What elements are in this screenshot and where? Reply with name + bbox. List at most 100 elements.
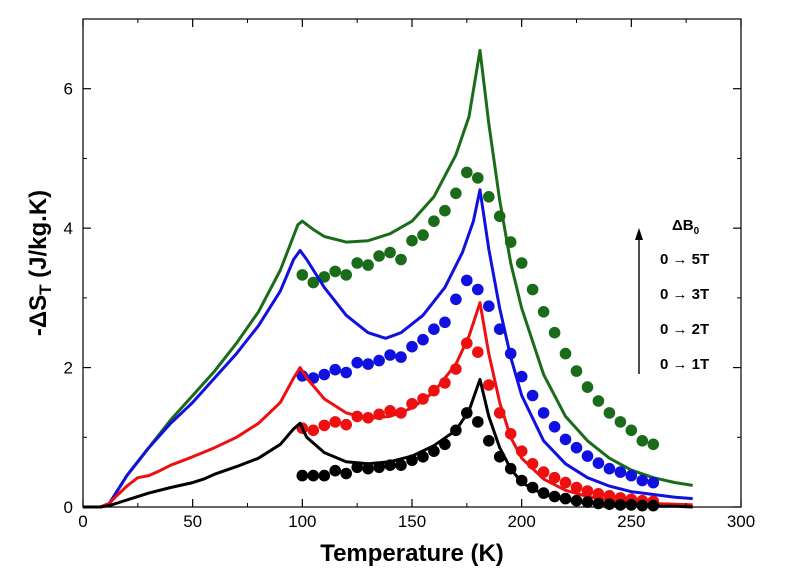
legend-title: ΔB0: [672, 217, 700, 237]
y-tick-label: 0: [64, 498, 73, 517]
series-1-point: [515, 370, 528, 383]
series-0-point: [384, 246, 396, 259]
legend-arrow-head: [635, 228, 643, 240]
series-2-point: [537, 466, 550, 478]
series-2-point: [526, 458, 539, 470]
legend-title-subscript: 0: [694, 226, 700, 237]
series-1-point: [636, 474, 649, 487]
y-axis-title-subscript: T: [36, 284, 55, 295]
series-0-point: [603, 407, 616, 419]
series-3-point: [329, 464, 342, 477]
series-1-point: [318, 368, 331, 381]
series-3-point: [647, 499, 660, 512]
series-2-point: [340, 418, 353, 431]
series-3-point: [526, 481, 539, 494]
series-0-point: [450, 187, 462, 200]
series-2-point: [450, 363, 462, 375]
series-1-point: [570, 441, 583, 454]
series-2-point: [362, 412, 374, 424]
series-0-point: [318, 271, 331, 283]
x-tick-label: 150: [398, 512, 426, 531]
series-0-point: [296, 269, 309, 281]
series-3-point: [373, 461, 385, 474]
legend: ΔB0 0 → 5T 0 → 3T 0 → 2T 0 → 1T: [635, 217, 709, 374]
plot-frame: [82, 18, 742, 508]
series-2-point: [493, 407, 506, 419]
series-2-point: [351, 410, 364, 423]
x-tick-label: 250: [617, 512, 645, 531]
series-1-point: [581, 450, 594, 462]
series-3-point: [603, 498, 616, 511]
series-2-point: [307, 424, 320, 437]
series-1-point: [603, 462, 616, 475]
series-0-point: [483, 191, 495, 203]
series-3-point: [439, 438, 451, 451]
series-1-point: [472, 283, 484, 296]
series-1-point: [625, 469, 638, 482]
series-0-point: [614, 416, 627, 428]
series-1-point: [537, 407, 550, 419]
series-3-point: [428, 445, 440, 458]
series-3-point: [559, 492, 572, 505]
series-0-point: [461, 166, 473, 179]
series-1-point: [493, 323, 506, 336]
series-1-point: [329, 363, 342, 376]
series-1-point: [450, 293, 462, 306]
series-1-point: [614, 466, 627, 478]
legend-title-main: ΔB: [672, 217, 694, 234]
x-tick-label: 0: [78, 512, 87, 531]
series-2-point: [406, 398, 418, 410]
series-1-point: [395, 351, 407, 363]
ticks: 0 50 100 150 200 250 300 0 2 4 6: [64, 18, 755, 531]
x-tick-label: 300: [727, 512, 755, 531]
x-tick-label: 50: [183, 512, 202, 531]
series-0-point: [526, 283, 539, 296]
y-tick-label: 4: [64, 219, 73, 238]
series-1-curve: [83, 188, 693, 509]
legend-label-2t: 0 → 2T: [660, 321, 709, 338]
y-axis-title-main: -ΔS: [25, 295, 52, 336]
series-1-point: [351, 356, 364, 369]
series-0-point: [581, 381, 594, 393]
series-3-point: [351, 461, 364, 474]
series-3: [83, 377, 693, 512]
series-0-curve: [83, 48, 693, 509]
series-0-point: [428, 215, 440, 227]
series-2-point: [373, 408, 385, 421]
series-1-point: [483, 300, 495, 313]
series-3-point: [483, 435, 495, 447]
legend-label-1t: 0 → 1T: [660, 356, 709, 373]
series-layer: [83, 48, 693, 512]
series-1-point: [362, 358, 374, 370]
series-3-point: [472, 416, 484, 428]
series-3-point: [537, 487, 550, 499]
series-0-point: [592, 395, 605, 407]
series-0-point: [406, 234, 418, 247]
series-2-point: [592, 488, 605, 500]
series-0-point: [362, 259, 374, 271]
series-0-point: [537, 306, 550, 318]
series-2-point: [417, 393, 429, 405]
series-0-point: [559, 347, 572, 360]
series-0-point: [395, 253, 407, 266]
series-2-point: [504, 428, 517, 440]
series-3-point: [581, 496, 594, 508]
series-2-point: [318, 419, 331, 432]
y-tick-label: 2: [64, 359, 73, 378]
series-2-point: [439, 377, 451, 389]
series-3-point: [504, 462, 517, 475]
series-2-point: [461, 337, 473, 350]
series-3-point: [362, 462, 374, 475]
series-0-point: [439, 204, 451, 217]
series-1-point: [384, 349, 396, 361]
series-1-point: [461, 274, 473, 287]
series-0-point: [515, 257, 528, 269]
series-1-point: [340, 366, 353, 379]
series-0: [83, 48, 693, 509]
series-0-point: [373, 250, 385, 262]
series-3-point: [318, 469, 331, 482]
series-0-point: [472, 172, 484, 184]
y-axis-title-unit: (J/kg.K): [25, 190, 52, 285]
series-3-point: [548, 490, 561, 503]
